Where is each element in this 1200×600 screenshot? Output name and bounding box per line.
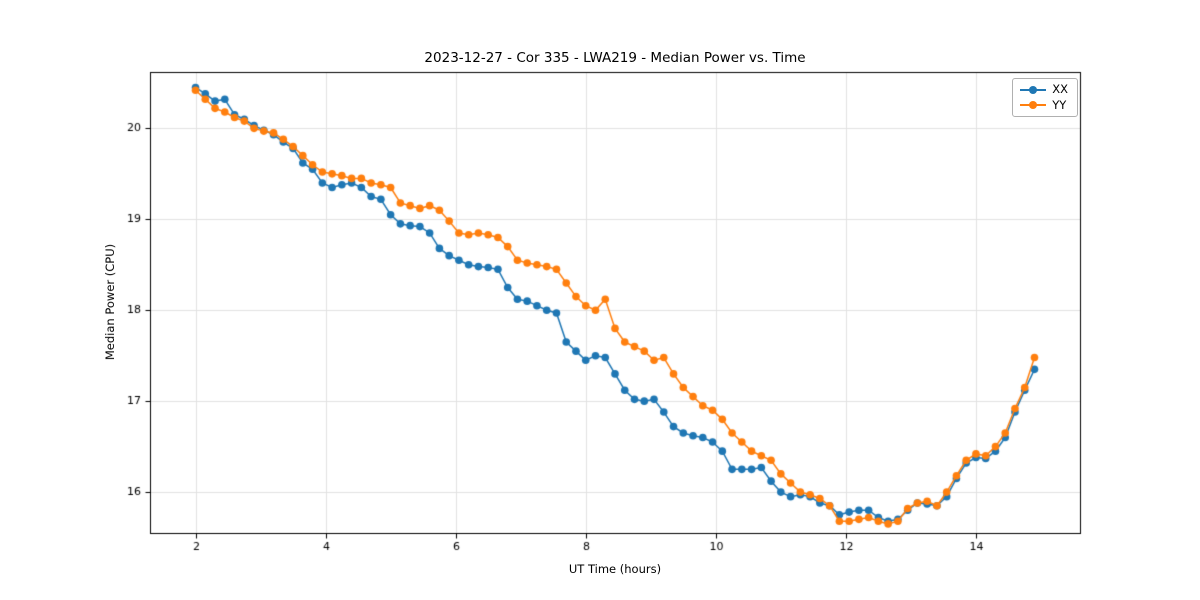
legend-line-marker-xx-icon bbox=[1020, 85, 1047, 94]
legend: XX YY bbox=[1012, 78, 1078, 117]
legend-entry-xx: XX bbox=[1020, 82, 1068, 96]
y-axis-label: Median Power (CPU) bbox=[103, 243, 117, 361]
legend-label-yy: YY bbox=[1052, 97, 1067, 112]
chart-title: 2023-12-27 - Cor 335 - LWA219 - Median P… bbox=[424, 50, 806, 66]
x-axis-label: UT Time (hours) bbox=[568, 562, 662, 576]
legend-label-xx: XX bbox=[1052, 82, 1068, 96]
legend-entry-yy: YY bbox=[1020, 97, 1068, 112]
legend-line-marker-yy-icon bbox=[1020, 101, 1047, 110]
